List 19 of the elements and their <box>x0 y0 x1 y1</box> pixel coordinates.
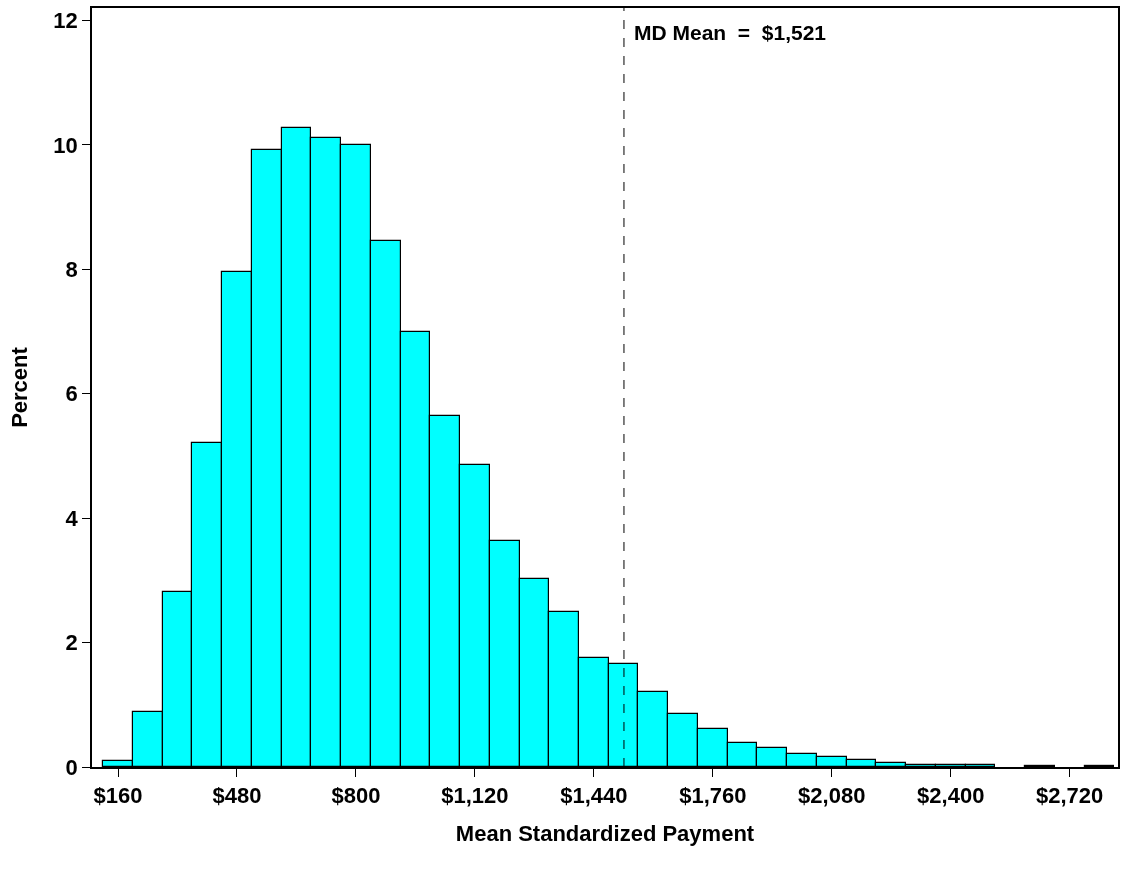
ref-line-label: MD Mean = $1,521 <box>634 21 827 44</box>
x-tick-label: $160 <box>93 783 143 809</box>
x-tick-label: $2,720 <box>1036 783 1104 809</box>
x-axis-title: Mean Standardized Payment <box>455 820 755 846</box>
x-tick-label: $1,760 <box>679 783 747 809</box>
y-tick-label: 4 <box>65 505 79 531</box>
y-tick-label: 10 <box>53 132 78 158</box>
x-tick-label: $1,120 <box>441 783 509 809</box>
y-axis-title: Percent <box>6 346 32 428</box>
y-tick-label: 6 <box>65 381 78 407</box>
x-tick-label: $2,080 <box>798 783 866 809</box>
x-tick-label: $2,400 <box>917 783 985 809</box>
y-tick-label: 2 <box>65 630 78 656</box>
y-tick-label: 0 <box>65 754 78 780</box>
y-tick-label: 12 <box>53 8 78 34</box>
y-tick-label: 8 <box>65 257 78 282</box>
x-tick-label: $800 <box>331 783 381 809</box>
x-tick-label: $480 <box>212 783 262 809</box>
x-tick-label: $1,440 <box>560 783 628 809</box>
